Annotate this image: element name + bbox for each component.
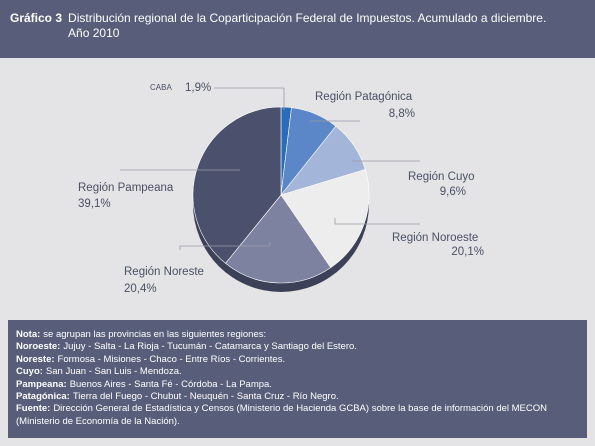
value-label: 1,9%	[185, 82, 211, 94]
note-term: Pampeana:	[16, 378, 67, 390]
note: Noreste: Formosa - Misiones - Chaco - Ent…	[16, 354, 579, 366]
value-label: 20,1%	[451, 246, 484, 258]
category-label: Región Cuyo	[408, 171, 474, 183]
note-term: Fuente:	[16, 403, 51, 415]
value-label: 8,8%	[389, 108, 415, 120]
leaders	[120, 87, 420, 250]
header: Gráfico 3 Distribución regional de la Cop…	[0, 0, 595, 58]
note: Patagónica: Tierra del Fuego - Chubut - N…	[16, 391, 579, 403]
notes: Nota: se agrupan las provincias en las si…	[8, 320, 587, 438]
category-label: Región Noreste	[124, 266, 204, 278]
note-term: Cuyo:	[16, 366, 43, 378]
category-label: Región Noroeste	[392, 232, 478, 244]
category-label: CABA	[150, 83, 172, 92]
note-term: Nota:	[16, 329, 41, 340]
leader	[334, 218, 420, 225]
value-label: 9,6%	[440, 186, 466, 198]
title: Distribución regional de la Coparticipac…	[68, 11, 547, 40]
note-text: Buenos Aires - Santa Fé - Córdoba - La P…	[69, 378, 272, 390]
pie-slice	[192, 106, 282, 264]
note-term: Patagónica:	[16, 391, 70, 403]
note-text: San Juan - San Luis - Mendoza.	[45, 366, 182, 378]
value-label: 20,4%	[124, 283, 157, 295]
pie-slice	[225, 194, 332, 284]
leader	[214, 87, 285, 110]
pie	[192, 106, 370, 292]
note-text: Tierra del Fuego - Chubut - Neuquén - Sa…	[72, 391, 339, 403]
category-label: Región Patagónica	[315, 91, 413, 103]
note: Noroeste: Jujuy - Salta - La Rioja - Tucu…	[16, 341, 579, 353]
leader	[179, 242, 271, 250]
note: Nota: se agrupan las provincias en las si…	[16, 329, 579, 341]
figure-label: Gráfico 3	[10, 11, 63, 25]
category-label: Región Pampeana	[78, 182, 174, 194]
note-text: Jujuy - Salta - La Rioja - Tucumán - Cat…	[63, 341, 357, 353]
note-term: Noroeste:	[16, 341, 61, 353]
note-text: Dirección General de Estadística y Censo…	[16, 403, 548, 427]
note: Pampeana: Buenos Aires - Santa Fé - Córdo…	[16, 379, 579, 391]
note-term: Noreste:	[16, 353, 55, 365]
note: Cuyo: San Juan - San Luis - Mendoza.	[16, 366, 579, 378]
note-text: se agrupan las provincias en las siguien…	[43, 329, 267, 340]
note: Fuente: Dirección General de Estadística …	[16, 403, 579, 428]
note-text: Formosa - Misiones - Chaco - Entre Ríos …	[57, 353, 286, 365]
chart: CABA 1,9% Región Patagónica 8,8% Región Cuyo…	[78, 82, 484, 295]
value-label: 39,1%	[78, 198, 111, 210]
